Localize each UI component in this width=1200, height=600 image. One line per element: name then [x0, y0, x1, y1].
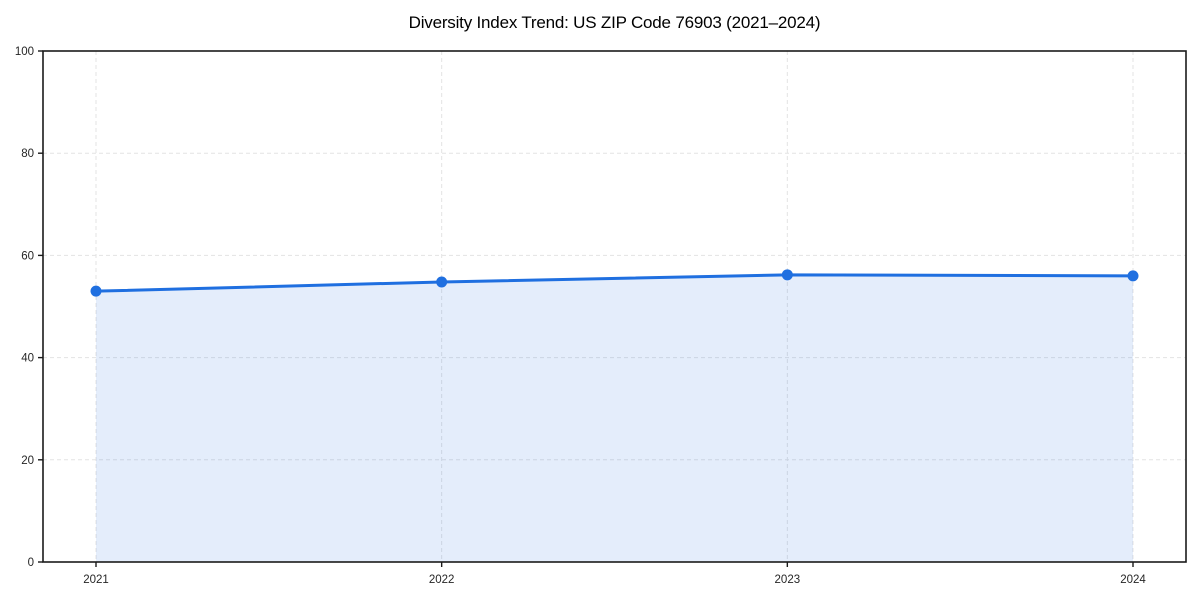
y-tick-label: 20: [21, 455, 34, 467]
x-tick-label: 2022: [429, 574, 455, 586]
area-fill: [96, 274, 1133, 562]
trend-line: [94, 273, 1135, 293]
axes: [38, 50, 1187, 567]
chart-title: Diversity Index Trend: US ZIP Code 76903…: [408, 13, 821, 32]
plot-border: [42, 50, 1187, 563]
x-tick-label: 2024: [1120, 574, 1146, 586]
y-tick-label: 60: [21, 250, 34, 262]
x-tick-label: 2023: [775, 574, 801, 586]
area-under-line: [96, 274, 1133, 562]
data-point: [90, 285, 102, 297]
gridlines: [43, 51, 1186, 562]
data-points: [90, 269, 1139, 297]
data-point: [436, 276, 448, 288]
y-tick-label: 0: [28, 557, 34, 569]
data-point: [1127, 270, 1139, 282]
series-line: [94, 273, 1135, 293]
x-tick-label: 2021: [83, 574, 109, 586]
y-tick-label: 100: [15, 46, 34, 58]
tick-labels: 0 20 40 60 80 100 2021 2022 2023 2024: [15, 46, 1147, 586]
y-tick-label: 40: [21, 353, 34, 365]
y-tick-label: 80: [21, 148, 34, 160]
data-point: [781, 269, 793, 281]
